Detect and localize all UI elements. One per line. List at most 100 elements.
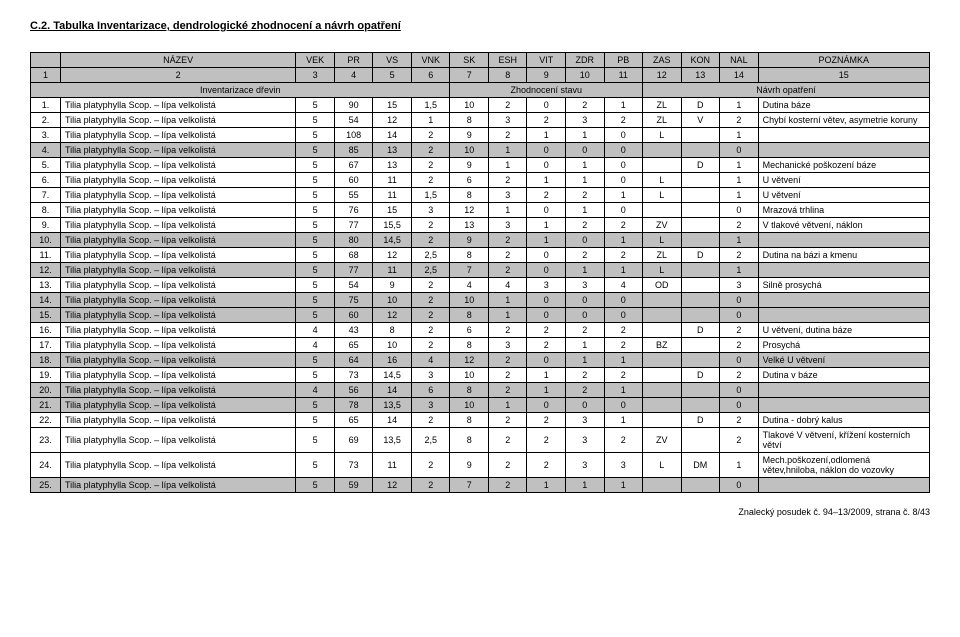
table-row: 3.Tilia platyphylla Scop. – lípa velkoli… xyxy=(31,128,930,143)
cell-note xyxy=(758,383,929,398)
cell-kon: V xyxy=(681,113,720,128)
cell-kon xyxy=(681,233,720,248)
cell-note: Tlakové V větvení, křížení kosterních vě… xyxy=(758,428,929,453)
table-row: 22.Tilia platyphylla Scop. – lípa velkol… xyxy=(31,413,930,428)
cell-kon: D xyxy=(681,323,720,338)
cell-kon xyxy=(681,203,720,218)
cell-kon: D xyxy=(681,248,720,263)
cell-vek: 5 xyxy=(296,278,335,293)
cell-pr: 75 xyxy=(334,293,373,308)
cell-zdr: 1 xyxy=(566,173,605,188)
cell-zas xyxy=(643,323,682,338)
cell-nal: 3 xyxy=(720,278,759,293)
cell-name: Tilia platyphylla Scop. – lípa velkolist… xyxy=(60,248,295,263)
cell-nal: 1 xyxy=(720,158,759,173)
table-row: 4.Tilia platyphylla Scop. – lípa velkoli… xyxy=(31,143,930,158)
cell-sk: 10 xyxy=(450,293,489,308)
cell-zdr: 3 xyxy=(566,428,605,453)
cell-sk: 7 xyxy=(450,263,489,278)
cell-vit: 2 xyxy=(527,338,566,353)
cell-pr: 60 xyxy=(334,308,373,323)
cell-vek: 5 xyxy=(296,353,335,368)
cell-vit: 2 xyxy=(527,428,566,453)
cell-nal: 1 xyxy=(720,98,759,113)
cell-vs: 13 xyxy=(373,158,412,173)
cell-sk: 9 xyxy=(450,128,489,143)
cell-vs: 15 xyxy=(373,98,412,113)
cell-i: 21. xyxy=(31,398,61,413)
cell-pr: 78 xyxy=(334,398,373,413)
cell-note: U větvení xyxy=(758,173,929,188)
cell-esh: 2 xyxy=(488,248,527,263)
cell-nal: 1 xyxy=(720,263,759,278)
cell-i: 15. xyxy=(31,308,61,323)
column-number: 11 xyxy=(604,68,643,83)
cell-sk: 7 xyxy=(450,478,489,493)
cell-zdr: 0 xyxy=(566,143,605,158)
cell-nal: 0 xyxy=(720,293,759,308)
cell-vs: 12 xyxy=(373,308,412,323)
cell-vit: 0 xyxy=(527,248,566,263)
cell-esh: 2 xyxy=(488,263,527,278)
cell-zdr: 1 xyxy=(566,263,605,278)
cell-vek: 5 xyxy=(296,188,335,203)
cell-esh: 2 xyxy=(488,98,527,113)
table-row: 16.Tilia platyphylla Scop. – lípa velkol… xyxy=(31,323,930,338)
column-header: PR xyxy=(334,53,373,68)
cell-esh: 1 xyxy=(488,203,527,218)
cell-esh: 2 xyxy=(488,478,527,493)
cell-kon xyxy=(681,383,720,398)
cell-pb: 0 xyxy=(604,308,643,323)
cell-kon xyxy=(681,308,720,323)
cell-note: Silně prosychá xyxy=(758,278,929,293)
cell-nal: 0 xyxy=(720,383,759,398)
cell-nal: 2 xyxy=(720,338,759,353)
cell-nal: 1 xyxy=(720,173,759,188)
cell-note: Dutina na bázi a kmenu xyxy=(758,248,929,263)
cell-pr: 77 xyxy=(334,218,373,233)
cell-esh: 2 xyxy=(488,323,527,338)
table-row: 9.Tilia platyphylla Scop. – lípa velkoli… xyxy=(31,218,930,233)
cell-pb: 2 xyxy=(604,338,643,353)
cell-zdr: 2 xyxy=(566,218,605,233)
cell-sk: 12 xyxy=(450,203,489,218)
cell-name: Tilia platyphylla Scop. – lípa velkolist… xyxy=(60,218,295,233)
table-row: 7.Tilia platyphylla Scop. – lípa velkoli… xyxy=(31,188,930,203)
cell-note: Dutina - dobrý kalus xyxy=(758,413,929,428)
cell-vit: 1 xyxy=(527,368,566,383)
column-number: 2 xyxy=(60,68,295,83)
cell-vnk: 2 xyxy=(411,128,450,143)
cell-pb: 4 xyxy=(604,278,643,293)
cell-name: Tilia platyphylla Scop. – lípa velkolist… xyxy=(60,428,295,453)
cell-esh: 3 xyxy=(488,188,527,203)
cell-vnk: 1,5 xyxy=(411,188,450,203)
column-header: NAL xyxy=(720,53,759,68)
cell-vs: 8 xyxy=(373,323,412,338)
table-row: 12.Tilia platyphylla Scop. – lípa velkol… xyxy=(31,263,930,278)
cell-esh: 2 xyxy=(488,413,527,428)
cell-pr: 64 xyxy=(334,353,373,368)
cell-i: 10. xyxy=(31,233,61,248)
cell-nal: 1 xyxy=(720,233,759,248)
section-zhodnoceni: Zhodnocení stavu xyxy=(450,83,643,98)
table-row: 20.Tilia platyphylla Scop. – lípa velkol… xyxy=(31,383,930,398)
cell-zas: ZL xyxy=(643,113,682,128)
cell-i: 22. xyxy=(31,413,61,428)
cell-esh: 2 xyxy=(488,453,527,478)
cell-i: 4. xyxy=(31,143,61,158)
cell-vs: 14,5 xyxy=(373,368,412,383)
cell-esh: 2 xyxy=(488,428,527,453)
cell-vs: 10 xyxy=(373,293,412,308)
cell-vnk: 2 xyxy=(411,308,450,323)
cell-name: Tilia platyphylla Scop. – lípa velkolist… xyxy=(60,398,295,413)
cell-note: U větvení, dutina báze xyxy=(758,323,929,338)
cell-pr: 85 xyxy=(334,143,373,158)
cell-kon xyxy=(681,188,720,203)
cell-name: Tilia platyphylla Scop. – lípa velkolist… xyxy=(60,203,295,218)
cell-vnk: 6 xyxy=(411,383,450,398)
cell-pr: 77 xyxy=(334,263,373,278)
table-row: 23.Tilia platyphylla Scop. – lípa velkol… xyxy=(31,428,930,453)
cell-i: 13. xyxy=(31,278,61,293)
cell-name: Tilia platyphylla Scop. – lípa velkolist… xyxy=(60,383,295,398)
cell-vek: 5 xyxy=(296,128,335,143)
